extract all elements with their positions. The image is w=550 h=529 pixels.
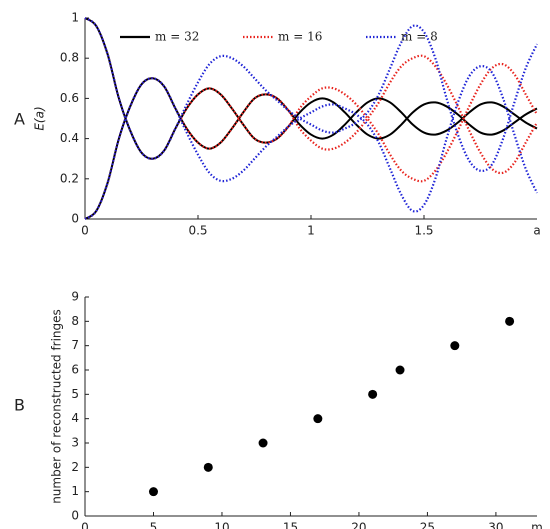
x-tick-label: 0.5 [188, 224, 207, 238]
legend-label: m = 32 [155, 30, 199, 44]
x-tick-label: 1 [307, 224, 315, 238]
x-tick-label: 1.5 [414, 224, 433, 238]
y-tick-label: 7 [71, 338, 79, 352]
scatter-point [313, 414, 323, 424]
scatter-point [148, 487, 158, 497]
x-tick-label: 0 [81, 224, 89, 238]
x-tick-label: 5 [150, 521, 158, 529]
scatter-point [450, 341, 460, 351]
legend-label: m = 16 [278, 30, 322, 44]
y-tick-label: 0.4 [60, 131, 79, 145]
y-tick-label: 8 [71, 314, 79, 328]
y-tick-label: 0.2 [60, 171, 79, 185]
y-tick-label: 6 [71, 363, 79, 377]
scatter-point [395, 365, 405, 375]
y-axis-label: E(a) [33, 106, 47, 130]
y-tick-label: 0 [71, 509, 79, 523]
y-tick-label: 2 [71, 460, 79, 474]
y-tick-label: 4 [71, 411, 79, 425]
y-tick-label: 5 [71, 387, 79, 401]
x-tick-label: 10 [214, 521, 229, 529]
y-tick-label: 9 [71, 290, 79, 304]
line-series [84, 17, 538, 173]
y-tick-label: 0.6 [60, 91, 79, 105]
x-axis-label: m [531, 521, 543, 529]
panel-label: B [14, 396, 25, 415]
y-tick-label: 1 [71, 11, 79, 25]
scatter-point [258, 438, 268, 448]
x-tick-label: 20 [351, 521, 366, 529]
line-series [84, 54, 538, 220]
y-tick-label: 1 [71, 484, 79, 498]
line-series [84, 64, 538, 220]
panel-label: A [14, 110, 25, 129]
legend-label: m = 8 [401, 30, 438, 44]
line-series [84, 77, 538, 220]
y-tick-label: 0 [71, 212, 79, 226]
y-tick-label: 0.8 [60, 51, 79, 65]
y-tick-label: 3 [71, 436, 79, 450]
y-axis-label: number of reconstructed fringes [50, 309, 64, 504]
scatter-point [203, 462, 213, 472]
scatter-point [505, 316, 515, 326]
scatter-point [368, 389, 378, 399]
x-tick-label: 25 [420, 521, 435, 529]
x-tick-label: 15 [283, 521, 298, 529]
x-axis-label: a [533, 224, 540, 238]
x-tick-label: 30 [488, 521, 503, 529]
x-tick-label: 0 [81, 521, 89, 529]
